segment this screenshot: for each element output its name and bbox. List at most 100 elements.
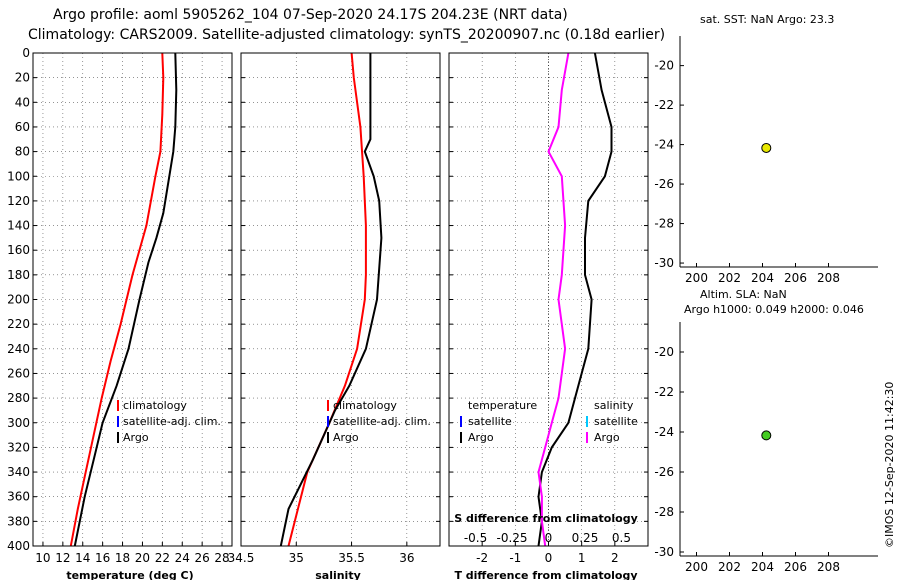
legend-swatch-argo	[117, 432, 119, 443]
s-difference-axis-label: S difference from climatology	[454, 512, 638, 525]
y-tick-label: -20	[654, 59, 674, 73]
legend-label-argo: Argo	[123, 431, 149, 444]
legend-label-satellite: satellite-adj. clim.	[123, 415, 221, 428]
y-tick-label: 320	[7, 440, 30, 454]
x-tick-label: 1	[578, 551, 586, 565]
y-tick-label: -24	[654, 138, 674, 152]
temperature-legend: climatology satellite-adj. clim. Argo	[117, 399, 221, 444]
t-difference-axis-label: T difference from climatology	[454, 569, 637, 580]
x-tick-label: 204	[751, 271, 774, 285]
legend-swatch-t-satellite	[460, 416, 462, 427]
x-tick-label: 20	[135, 551, 150, 565]
x-tick-label: 0	[545, 551, 553, 565]
x-tick-label: 200	[685, 560, 708, 574]
title-line-2: Climatology: CARS2009. Satellite-adjuste…	[28, 27, 665, 43]
legend-label-satellite: satellite-adj. clim.	[333, 415, 431, 428]
legend-label-argo: Argo	[333, 431, 359, 444]
title-line-1: Argo profile: aoml 5905262_104 07-Sep-20…	[53, 7, 568, 23]
y-tick-label: 160	[7, 243, 30, 257]
sst-map-panel: -20 -22 -24 -26 -28 -30 200 202 204 206 208	[654, 36, 878, 285]
s-diff-tick-label: 0.5	[612, 531, 631, 545]
x-tick-label: -1	[509, 551, 521, 565]
x-tick-label: 36	[399, 551, 414, 565]
x-tick-label: 206	[784, 560, 807, 574]
x-tick-label: 35.5	[338, 551, 365, 565]
s-diff-tick-label: -0.25	[496, 531, 527, 545]
legend-swatch-s-satellite	[586, 416, 588, 427]
series-line-argo-t-diff	[537, 52, 613, 547]
sla-map-panel: -20 -22 -24 -26 -28 -30 200 202 204 206 208	[654, 322, 878, 574]
legend-swatch-satellite	[327, 416, 329, 427]
series-line-argo	[73, 52, 178, 547]
legend-swatch-argo	[327, 432, 329, 443]
s-diff-tick-label: 0.25	[572, 531, 599, 545]
temperature-panel: 0 20 40 60 80 100 120 140 160 180 200 220 240 260 280 3…	[7, 46, 233, 565]
s-diff-tick-label: 0	[545, 531, 553, 545]
x-tick-label: 16	[95, 551, 110, 565]
x-tick-label: -2	[476, 551, 488, 565]
y-tick-label: 300	[7, 416, 30, 430]
y-tick-label: -28	[654, 505, 674, 519]
y-tick-label: 400	[7, 539, 30, 553]
plot-frame	[240, 52, 441, 547]
x-tick-label: 2	[611, 551, 619, 565]
legend-swatch-climatology	[117, 400, 119, 411]
y-tick-label: -26	[654, 177, 674, 191]
x-tick-label: 14	[75, 551, 90, 565]
legend-title-salinity: salinity	[594, 399, 634, 412]
legend-swatch-t-argo	[460, 432, 462, 443]
y-tick-label: 140	[7, 219, 30, 233]
x-tick-label: 208	[817, 560, 840, 574]
location-marker	[761, 430, 772, 441]
x-tick-label: 28	[214, 551, 229, 565]
legend-swatch-s-argo	[586, 432, 588, 443]
y-tick-label: 80	[15, 145, 30, 159]
x-tick-label: 35	[289, 551, 304, 565]
legend-swatch-climatology	[327, 400, 329, 411]
legend-swatch-satellite	[117, 416, 119, 427]
series-line-argo-s-diff	[537, 52, 570, 547]
difference-panel: -2 -1 0 1 2 -0.5 -0.25 0 0.25 0.5	[448, 52, 649, 565]
x-tick-label: 12	[55, 551, 70, 565]
salinity-axis-label: salinity	[315, 569, 361, 580]
plot-frame	[32, 52, 233, 547]
sst-label: sat. SST: NaN Argo: 23.3	[700, 13, 834, 26]
legend-label-s-argo: Argo	[594, 431, 620, 444]
y-tick-label: 40	[15, 95, 30, 109]
y-tick-label: -20	[654, 345, 674, 359]
s-diff-tick-label: -0.5	[464, 531, 487, 545]
y-tick-label: -26	[654, 465, 674, 479]
y-tick-label: 260	[7, 366, 30, 380]
legend-label-climatology: climatology	[333, 399, 397, 412]
x-tick-label: 206	[784, 271, 807, 285]
x-tick-label: 18	[115, 551, 130, 565]
y-tick-label: 180	[7, 268, 30, 282]
y-tick-label: -24	[654, 425, 674, 439]
y-tick-label: -30	[654, 256, 674, 270]
y-tick-label: -22	[654, 385, 674, 399]
x-tick-label: 200	[685, 271, 708, 285]
y-tick-label: 280	[7, 391, 30, 405]
x-tick-label: 24	[175, 551, 190, 565]
y-tick-label: -30	[654, 545, 674, 559]
legend-label-climatology: climatology	[123, 399, 187, 412]
legend-label-t-satellite: satellite	[468, 415, 512, 428]
y-tick-label: 120	[7, 194, 30, 208]
x-tick-label: 22	[155, 551, 170, 565]
imos-stamp: ©IMOS 12-Sep-2020 11:42:30	[883, 382, 896, 548]
height-label: Argo h1000: 0.049 h2000: 0.046	[684, 303, 864, 316]
x-tick-label: 10	[35, 551, 50, 565]
y-tick-label: 360	[7, 490, 30, 504]
salinity-panel: 34.5 35 35.5 36	[228, 52, 441, 565]
legend-label-t-argo: Argo	[468, 431, 494, 444]
location-marker	[761, 142, 772, 153]
y-tick-label: 340	[7, 465, 30, 479]
series-line-argo	[279, 53, 383, 547]
legend-title-temperature: temperature	[468, 399, 537, 412]
y-tick-label: 20	[15, 71, 30, 85]
difference-legend: temperature satellite Argo salinity sate…	[460, 399, 638, 444]
series-line-climatology	[287, 52, 367, 547]
y-tick-label: 380	[7, 514, 30, 528]
y-tick-label: 200	[7, 293, 30, 307]
